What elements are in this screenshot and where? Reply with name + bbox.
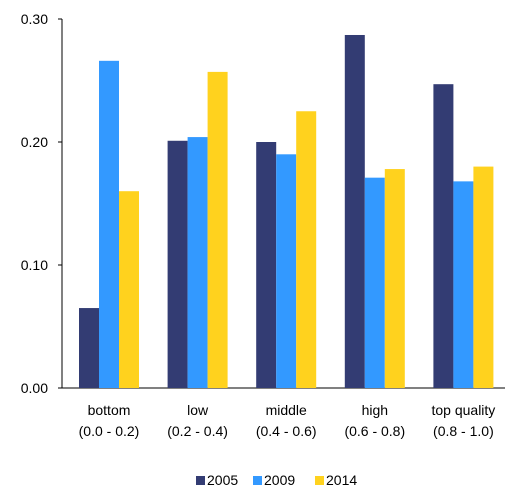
y-tick-label: 0.30	[21, 11, 48, 27]
y-tick-label: 0.20	[21, 134, 48, 150]
bar-2014-2	[296, 111, 317, 388]
x-category-label: (0.2 - 0.4)	[167, 423, 228, 439]
x-category-label: (0.0 - 0.2)	[79, 423, 140, 439]
bar-2009-4	[453, 181, 474, 388]
chart-bars	[79, 34, 494, 389]
bar-2005-2	[256, 142, 277, 388]
bar-2014-3	[384, 169, 405, 388]
bar-2014-0	[119, 191, 139, 388]
bar-2005-4	[433, 84, 454, 388]
bar-2009-2	[276, 154, 297, 388]
x-category-label: (0.4 - 0.6)	[256, 423, 317, 439]
legend-label-2009: 2009	[264, 472, 295, 488]
legend-swatch-2014	[315, 476, 324, 485]
bar-2009-1	[187, 137, 208, 388]
bar-2005-0	[79, 308, 99, 388]
legend-label-2014: 2014	[326, 472, 357, 488]
y-tick-label: 0.00	[21, 380, 48, 396]
x-category-label: high	[362, 402, 388, 418]
x-category-label: middle	[266, 402, 307, 418]
bar-2014-1	[207, 71, 228, 388]
bar-2009-3	[364, 177, 385, 388]
x-category-label: (0.6 - 0.8)	[344, 423, 405, 439]
bar-2005-1	[167, 140, 188, 388]
x-category-label: low	[187, 402, 209, 418]
bar-2009-0	[99, 60, 119, 388]
chart-legend: 2005 2009 2014	[196, 472, 357, 488]
bar-2005-3	[344, 34, 365, 389]
x-category-label: bottom	[88, 402, 131, 418]
y-tick-label: 0.10	[21, 257, 48, 273]
x-category-label: (0.8 - 1.0)	[433, 423, 494, 439]
x-axis-labels: bottom (0.0 - 0.2) low (0.2 - 0.4) middle (0.…	[79, 402, 496, 439]
x-category-label: top quality	[431, 402, 495, 418]
legend-label-2005: 2005	[207, 472, 238, 488]
legend-swatch-2005	[196, 476, 205, 485]
legend-swatch-2009	[253, 476, 262, 485]
y-axis-ticks: 0.00 0.10 0.20 0.30	[21, 11, 62, 396]
bar-2014-4	[473, 166, 494, 388]
